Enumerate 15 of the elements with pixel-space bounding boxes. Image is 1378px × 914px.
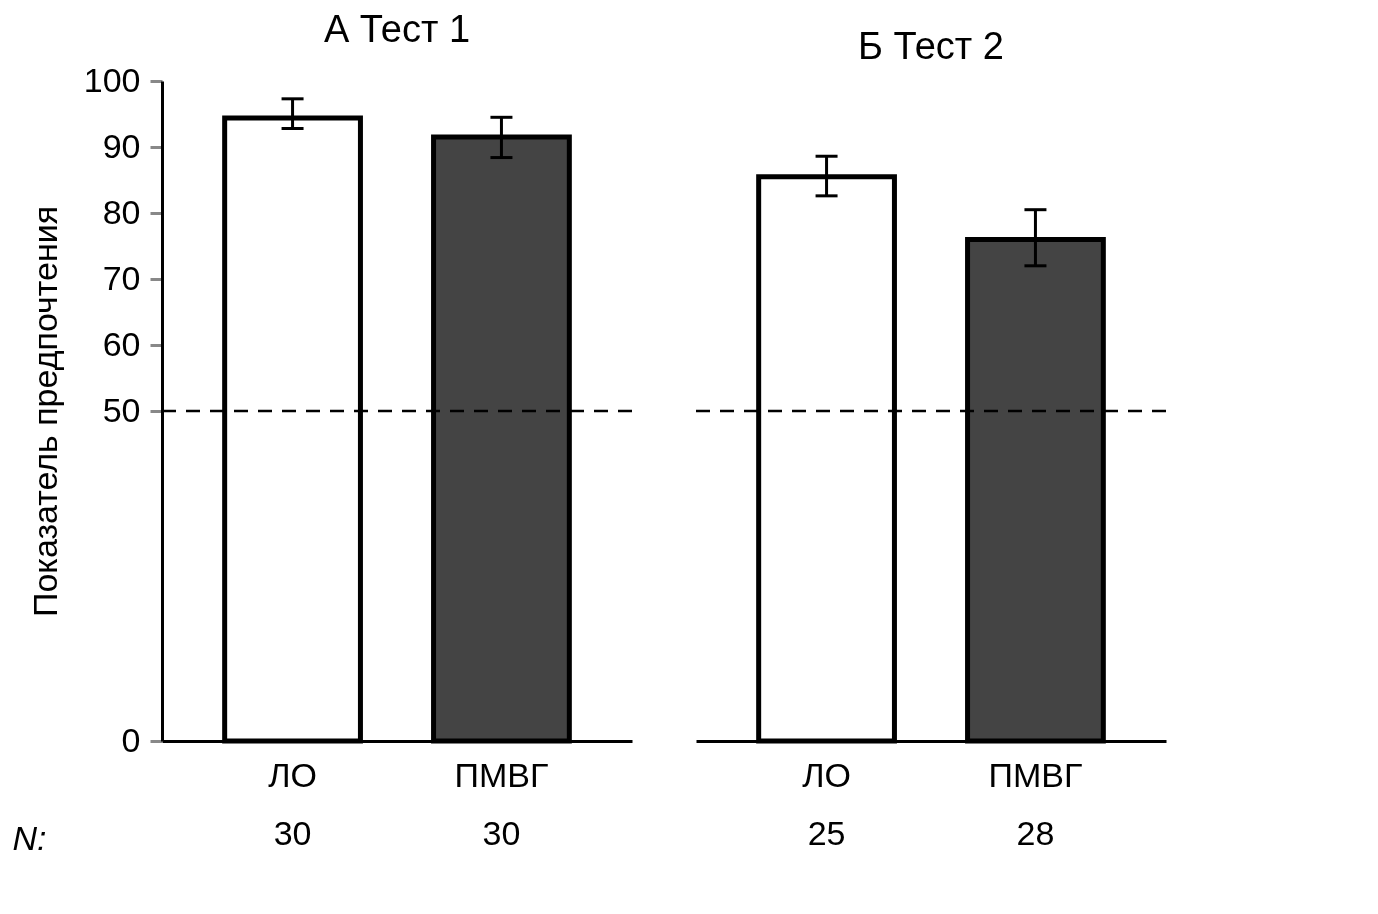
y-tick-label: 0 <box>121 720 141 759</box>
x-axis-title: N: <box>12 818 47 857</box>
x-tick-label: ЛО 25 <box>802 755 851 852</box>
y-axis-title: Показатель предпочтения <box>25 205 64 618</box>
x-tick-label: ПМВГ 28 <box>988 755 1083 852</box>
x-tick-label: ЛО 30 <box>268 755 317 852</box>
y-tick-label: 80 <box>102 192 141 231</box>
chart-title: А Тест 1 <box>323 8 471 50</box>
y-tick-label: 70 <box>102 258 141 297</box>
y-tick-label: 50 <box>102 390 141 429</box>
y-tick-label: 90 <box>102 126 141 165</box>
y-tick-label: 100 <box>83 60 141 99</box>
chart-title: Б Тест 2 <box>858 25 1004 67</box>
y-tick-label: 60 <box>102 324 141 363</box>
x-tick-label: ПМВГ 30 <box>454 755 549 852</box>
